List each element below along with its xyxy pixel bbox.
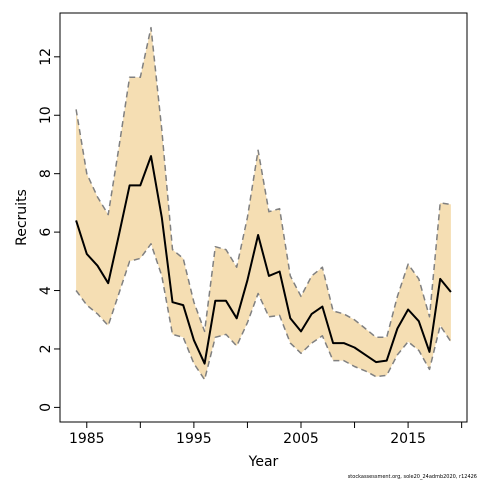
plot-frame	[59, 12, 468, 423]
x-tick-label: 1995	[176, 431, 212, 447]
y-tick-label: 0	[38, 403, 54, 412]
y-tick-label: 2	[38, 345, 54, 354]
plot-area	[75, 26, 452, 381]
y-tick-label: 8	[38, 169, 54, 178]
y-tick-label: 12	[38, 48, 54, 66]
y-tick-label: 10	[38, 106, 54, 124]
recruits-estimate-line	[75, 155, 452, 365]
y-tick-label: 6	[38, 228, 54, 237]
confidence-band	[76, 27, 451, 380]
x-tick-label: 1985	[69, 431, 105, 447]
x-tick-label: 2005	[283, 431, 319, 447]
lower-bound-line	[75, 243, 452, 381]
x-axis: 1985 1995 2005 2015	[69, 422, 463, 447]
y-axis-title: Recruits	[14, 189, 30, 246]
footnote: stockassessment.org, sole20_24admb2020, …	[348, 474, 477, 480]
y-tick-label: 4	[38, 286, 54, 295]
x-tick-label: 2015	[390, 431, 426, 447]
y-axis: 0 2 4 6 8 10 12	[38, 48, 60, 412]
upper-bound-line	[75, 26, 452, 339]
x-axis-title: Year	[248, 454, 279, 470]
